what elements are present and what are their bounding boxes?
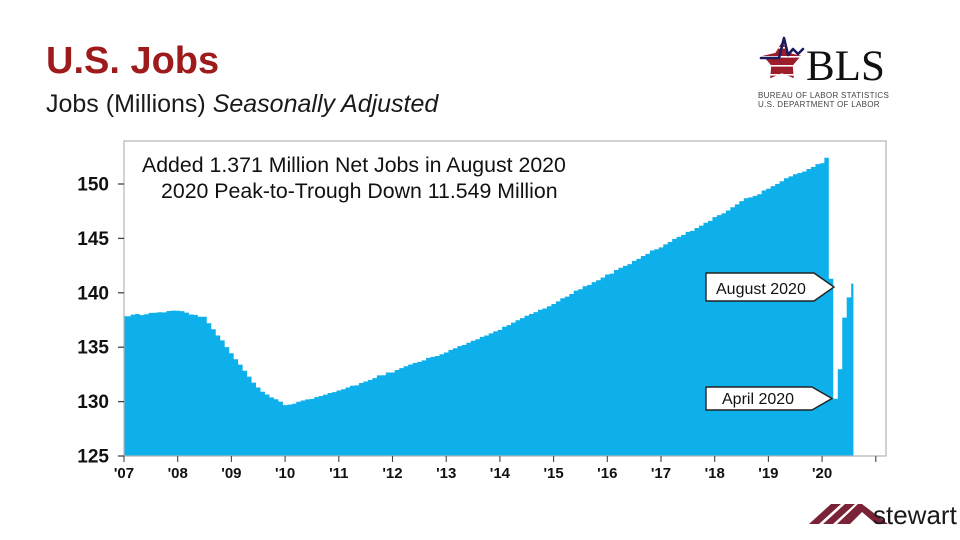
svg-text:'13: '13 [436, 465, 456, 482]
svg-text:'09: '09 [221, 465, 241, 482]
svg-text:2020 Peak-to-Trough Down 11.54: 2020 Peak-to-Trough Down 11.549 Million [161, 179, 558, 203]
svg-text:150: 150 [77, 175, 109, 196]
svg-text:'15: '15 [543, 465, 563, 482]
svg-text:140: 140 [77, 283, 109, 304]
svg-text:stewart: stewart [873, 500, 958, 530]
svg-text:125: 125 [77, 447, 109, 468]
svg-text:'07: '07 [114, 465, 134, 482]
svg-text:145: 145 [77, 229, 109, 250]
svg-text:'12: '12 [382, 465, 402, 482]
svg-text:'19: '19 [758, 465, 778, 482]
svg-text:August 2020: August 2020 [716, 281, 806, 298]
svg-text:Added 1.371 Million Net Jobs i: Added 1.371 Million Net Jobs in August 2… [142, 153, 566, 177]
svg-text:April 2020: April 2020 [722, 391, 794, 408]
svg-text:'17: '17 [651, 465, 671, 482]
svg-text:U.S. DEPARTMENT OF LABOR: U.S. DEPARTMENT OF LABOR [758, 100, 880, 109]
svg-text:'08: '08 [168, 465, 188, 482]
svg-text:130: 130 [77, 392, 109, 413]
svg-text:'14: '14 [490, 465, 511, 482]
svg-text:BUREAU OF LABOR STATISTICS: BUREAU OF LABOR STATISTICS [758, 91, 889, 100]
svg-text:'16: '16 [597, 465, 617, 482]
svg-text:'18: '18 [705, 465, 725, 482]
svg-text:'11: '11 [329, 465, 348, 482]
svg-text:135: 135 [77, 338, 109, 359]
svg-text:'20: '20 [812, 465, 832, 482]
svg-text:BLS: BLS [806, 43, 885, 90]
svg-text:'10: '10 [275, 465, 295, 482]
